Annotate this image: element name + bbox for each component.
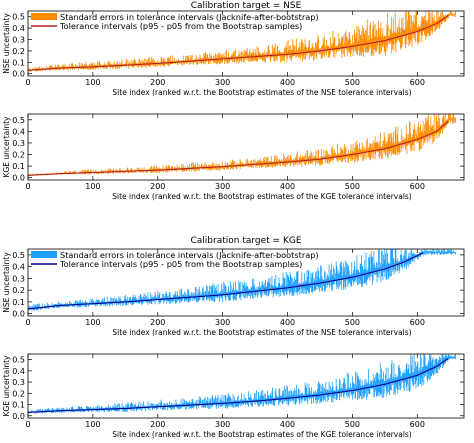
plot-frame xyxy=(27,10,465,77)
x-tick-label: 0 xyxy=(25,420,30,429)
y-tick-label: 0.1 xyxy=(12,58,25,67)
x-tick-label: 300 xyxy=(215,318,230,327)
x-tick-label: 0 xyxy=(25,78,30,87)
x-tick-label: 200 xyxy=(150,78,165,87)
x-tick-label: 500 xyxy=(345,182,360,191)
x-tick-label: 100 xyxy=(85,182,100,191)
x-tick-label: 100 xyxy=(85,318,100,327)
y-tick-label: 0.2 xyxy=(12,151,25,160)
y-tick-label: 0.2 xyxy=(12,47,25,56)
y-tick-label: 0.4 xyxy=(12,127,25,136)
y-axis-label: NSE uncertainty xyxy=(2,252,11,313)
x-tick-label: 400 xyxy=(280,182,295,191)
tolerance-interval-line xyxy=(28,14,449,71)
y-axis-label: NSE uncertainty xyxy=(2,13,11,74)
x-tick-label: 200 xyxy=(150,420,165,429)
tolerance-interval-line xyxy=(28,120,449,176)
x-tick-label: 600 xyxy=(410,420,425,429)
x-tick-label: 100 xyxy=(85,420,100,429)
y-tick-label: 0.0 xyxy=(12,310,25,319)
legend-label-standard-errors: Standard errors in tolerance intervals (… xyxy=(60,250,319,260)
x-tick-label: 200 xyxy=(150,318,165,327)
y-tick-label: 0.0 xyxy=(12,412,25,421)
x-tick-label: 400 xyxy=(280,318,295,327)
y-tick-label: 0.0 xyxy=(12,70,25,79)
x-tick-label: 300 xyxy=(215,182,230,191)
y-tick-label: 0.1 xyxy=(12,162,25,171)
y-tick-label: 0.4 xyxy=(12,367,25,376)
chart-title: Calibration target = NSE xyxy=(191,1,302,11)
x-tick-label: 600 xyxy=(410,318,425,327)
y-axis-label: KGE uncertainty xyxy=(2,116,11,177)
legend-swatch-standard-errors xyxy=(31,251,57,258)
x-tick-label: 100 xyxy=(85,78,100,87)
x-tick-label: 0 xyxy=(25,318,30,327)
y-tick-label: 0.3 xyxy=(12,378,25,387)
x-tick-label: 600 xyxy=(410,78,425,87)
y-tick-label: 0.2 xyxy=(12,286,25,295)
x-tick-label: 200 xyxy=(150,182,165,191)
chart-panel-3: 0 100 200 300 400 500 600 0.0 0.1 0.2 0.3 0.4 0.5 Sit… xyxy=(2,236,465,337)
y-tick-label: 0.5 xyxy=(12,356,25,365)
chart-title: Calibration target = KGE xyxy=(190,236,301,246)
y-tick-label: 0.5 xyxy=(12,13,25,22)
x-tick-label: 600 xyxy=(410,182,425,191)
y-tick-label: 0.5 xyxy=(12,116,25,125)
x-axis-label: Site index (ranked w.r.t. the Bootstrap … xyxy=(112,328,411,337)
y-tick-label: 0.5 xyxy=(12,251,25,260)
x-tick-label: 0 xyxy=(25,182,30,191)
y-tick-label: 0.4 xyxy=(12,263,25,272)
y-tick-label: 0.3 xyxy=(12,36,25,45)
x-tick-label: 400 xyxy=(280,78,295,87)
legend: Standard errors in tolerance intervals (… xyxy=(31,12,319,31)
y-tick-label: 0.3 xyxy=(12,274,25,283)
x-tick-label: 500 xyxy=(345,420,360,429)
legend-label-tolerance-intervals: Tolerance intervals (p95 - p05 from the … xyxy=(59,21,302,31)
chart-panel-4: 0 100 200 300 400 500 600 0.0 0.1 0.2 0.3 0.4 0.5 Sit… xyxy=(2,353,465,439)
legend-label-tolerance-intervals: Tolerance intervals (p95 - p05 from the … xyxy=(59,259,302,269)
x-tick-label: 500 xyxy=(345,78,360,87)
plot-frame xyxy=(27,248,465,317)
legend: Standard errors in tolerance intervals (… xyxy=(31,250,319,269)
y-tick-label: 0.3 xyxy=(12,139,25,148)
chart-panel-1: 0 100 200 300 400 500 600 0.0 0.1 0.2 0.3 0.4 0.5 Sit… xyxy=(2,1,465,97)
x-tick-label: 500 xyxy=(345,318,360,327)
x-axis-label: Site index (ranked w.r.t. the Bootstrap … xyxy=(112,430,412,439)
tolerance-interval-line xyxy=(28,252,424,310)
tolerance-interval-line xyxy=(28,357,449,413)
y-tick-label: 0.4 xyxy=(12,24,25,33)
y-axis-label: KGE uncertainty xyxy=(2,355,11,416)
x-tick-label: 400 xyxy=(280,420,295,429)
plot-frame xyxy=(27,353,465,419)
plot-frame xyxy=(27,113,465,181)
legend-swatch-standard-errors xyxy=(31,13,57,20)
y-tick-label: 0.1 xyxy=(12,298,25,307)
y-tick-label: 0.2 xyxy=(12,389,25,398)
x-tick-label: 300 xyxy=(215,420,230,429)
y-tick-label: 0.1 xyxy=(12,401,25,410)
legend-label-standard-errors: Standard errors in tolerance intervals (… xyxy=(60,12,319,22)
chart-panel-2: 0 100 200 300 400 500 600 0.0 0.1 0.2 0.3 0.4 0.5 Sit… xyxy=(2,113,465,201)
x-tick-label: 300 xyxy=(215,78,230,87)
y-tick-label: 0.0 xyxy=(12,174,25,183)
x-axis-label: Site index (ranked w.r.t. the Bootstrap … xyxy=(112,192,412,201)
x-axis-label: Site index (ranked w.r.t. the Bootstrap … xyxy=(112,88,411,97)
